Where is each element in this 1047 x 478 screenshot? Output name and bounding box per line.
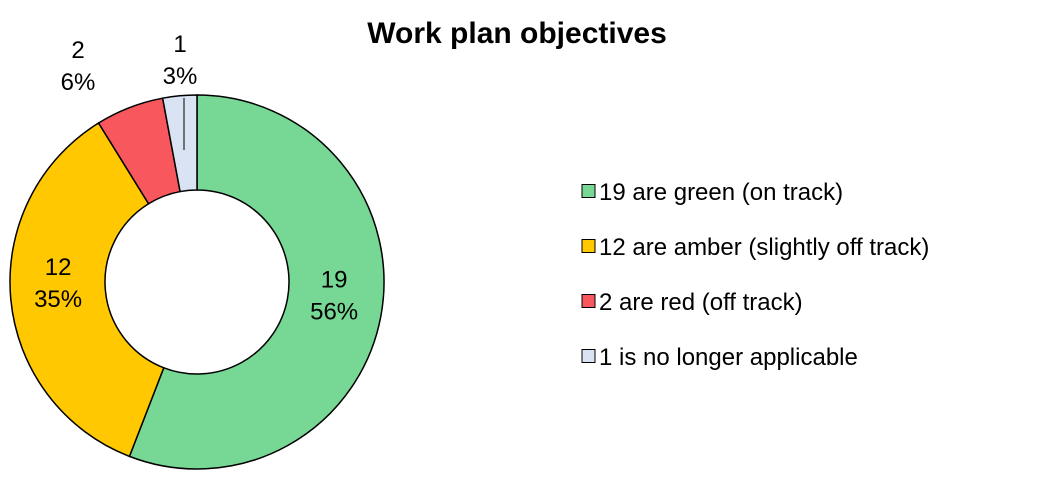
legend-label-3: 2 are red (off track) — [599, 289, 803, 316]
data-label-percent-1: 56% — [310, 299, 358, 326]
data-label-percent-3: 6% — [61, 69, 96, 96]
data-label-percent-2: 35% — [34, 286, 82, 313]
data-label-value-4: 1 — [173, 31, 186, 58]
legend-label-4: 1 is no longer applicable — [599, 344, 858, 371]
slice-1 — [128, 94, 385, 470]
legend-swatch-1 — [581, 184, 596, 198]
legend-label-2: 12 are amber (slightly off track) — [599, 234, 929, 261]
data-label-value-3: 2 — [71, 37, 84, 64]
data-label-value-1: 19 — [321, 267, 348, 294]
chart-title: Work plan objectives — [367, 17, 667, 50]
data-labels-group: 19 56% 12 35% 2 6% 1 3% — [34, 31, 358, 326]
legend: 19 are green (on track) 12 are amber (sli… — [581, 179, 929, 371]
legend-swatch-2 — [581, 239, 596, 253]
data-label-value-2: 12 — [45, 254, 72, 281]
data-label-percent-4: 3% — [163, 63, 198, 90]
legend-swatch-3 — [581, 294, 596, 308]
legend-swatch-4 — [581, 349, 596, 363]
slice-4 — [161, 94, 198, 193]
slices-group — [9, 94, 385, 470]
legend-label-1: 19 are green (on track) — [599, 179, 843, 206]
slice-2 — [9, 121, 165, 458]
